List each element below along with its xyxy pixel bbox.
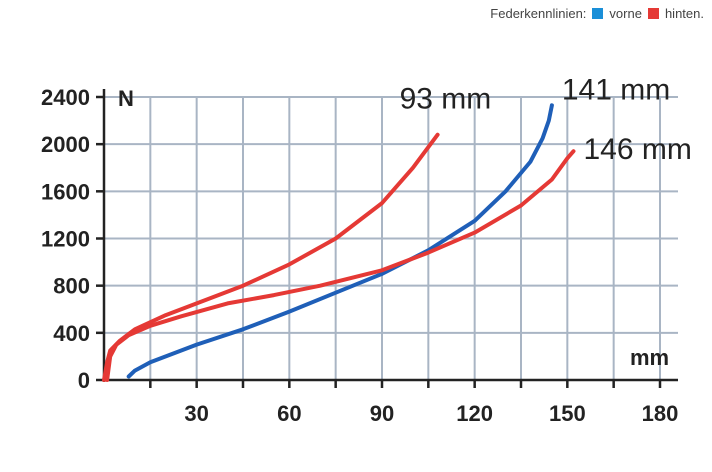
series-line-1	[126, 103, 554, 379]
y-tick-label: 1600	[41, 179, 90, 204]
x-tick-label: 120	[456, 401, 493, 426]
y-tick-label: 2400	[41, 85, 90, 110]
y-tick-label: 2000	[41, 132, 90, 157]
x-tick-label: 60	[277, 401, 301, 426]
legend-label-hinten: hinten.	[664, 6, 704, 21]
y-tick-label: 1200	[41, 227, 90, 252]
x-tick-label: 30	[184, 401, 208, 426]
y-tick-label: 800	[53, 274, 90, 299]
series-line-0	[102, 132, 440, 382]
series-end-labels: 93 mm 141 mm 146 mm	[400, 73, 692, 166]
legend-label-vorne: vorne	[609, 6, 642, 21]
legend-swatch-hinten	[647, 8, 659, 19]
legend-swatch-vorne	[592, 8, 604, 19]
y-axis-label: N	[118, 86, 134, 111]
series-end-label-0: 93 mm	[400, 83, 492, 116]
x-tick-label: 180	[642, 401, 679, 426]
series-line-2	[105, 149, 576, 382]
y-tick-label: 400	[53, 321, 90, 346]
legend-title: Federkennlinien:	[490, 6, 587, 21]
y-tick-label: 0	[78, 368, 90, 393]
axes	[96, 89, 678, 388]
series-end-label-2: 146 mm	[584, 133, 692, 166]
x-tick-label: 90	[370, 401, 394, 426]
x-axis-label: mm	[630, 345, 669, 370]
x-tick-label: 150	[549, 401, 586, 426]
x-tick-labels: 30 60 90 120 150 180	[184, 401, 678, 426]
legend: Federkennlinien: vorne hinten.	[490, 6, 704, 21]
y-tick-labels: 0 400 800 1200 1600 2000 2400	[41, 85, 90, 393]
series-end-label-1: 141 mm	[562, 73, 670, 106]
series-lines	[102, 103, 576, 382]
